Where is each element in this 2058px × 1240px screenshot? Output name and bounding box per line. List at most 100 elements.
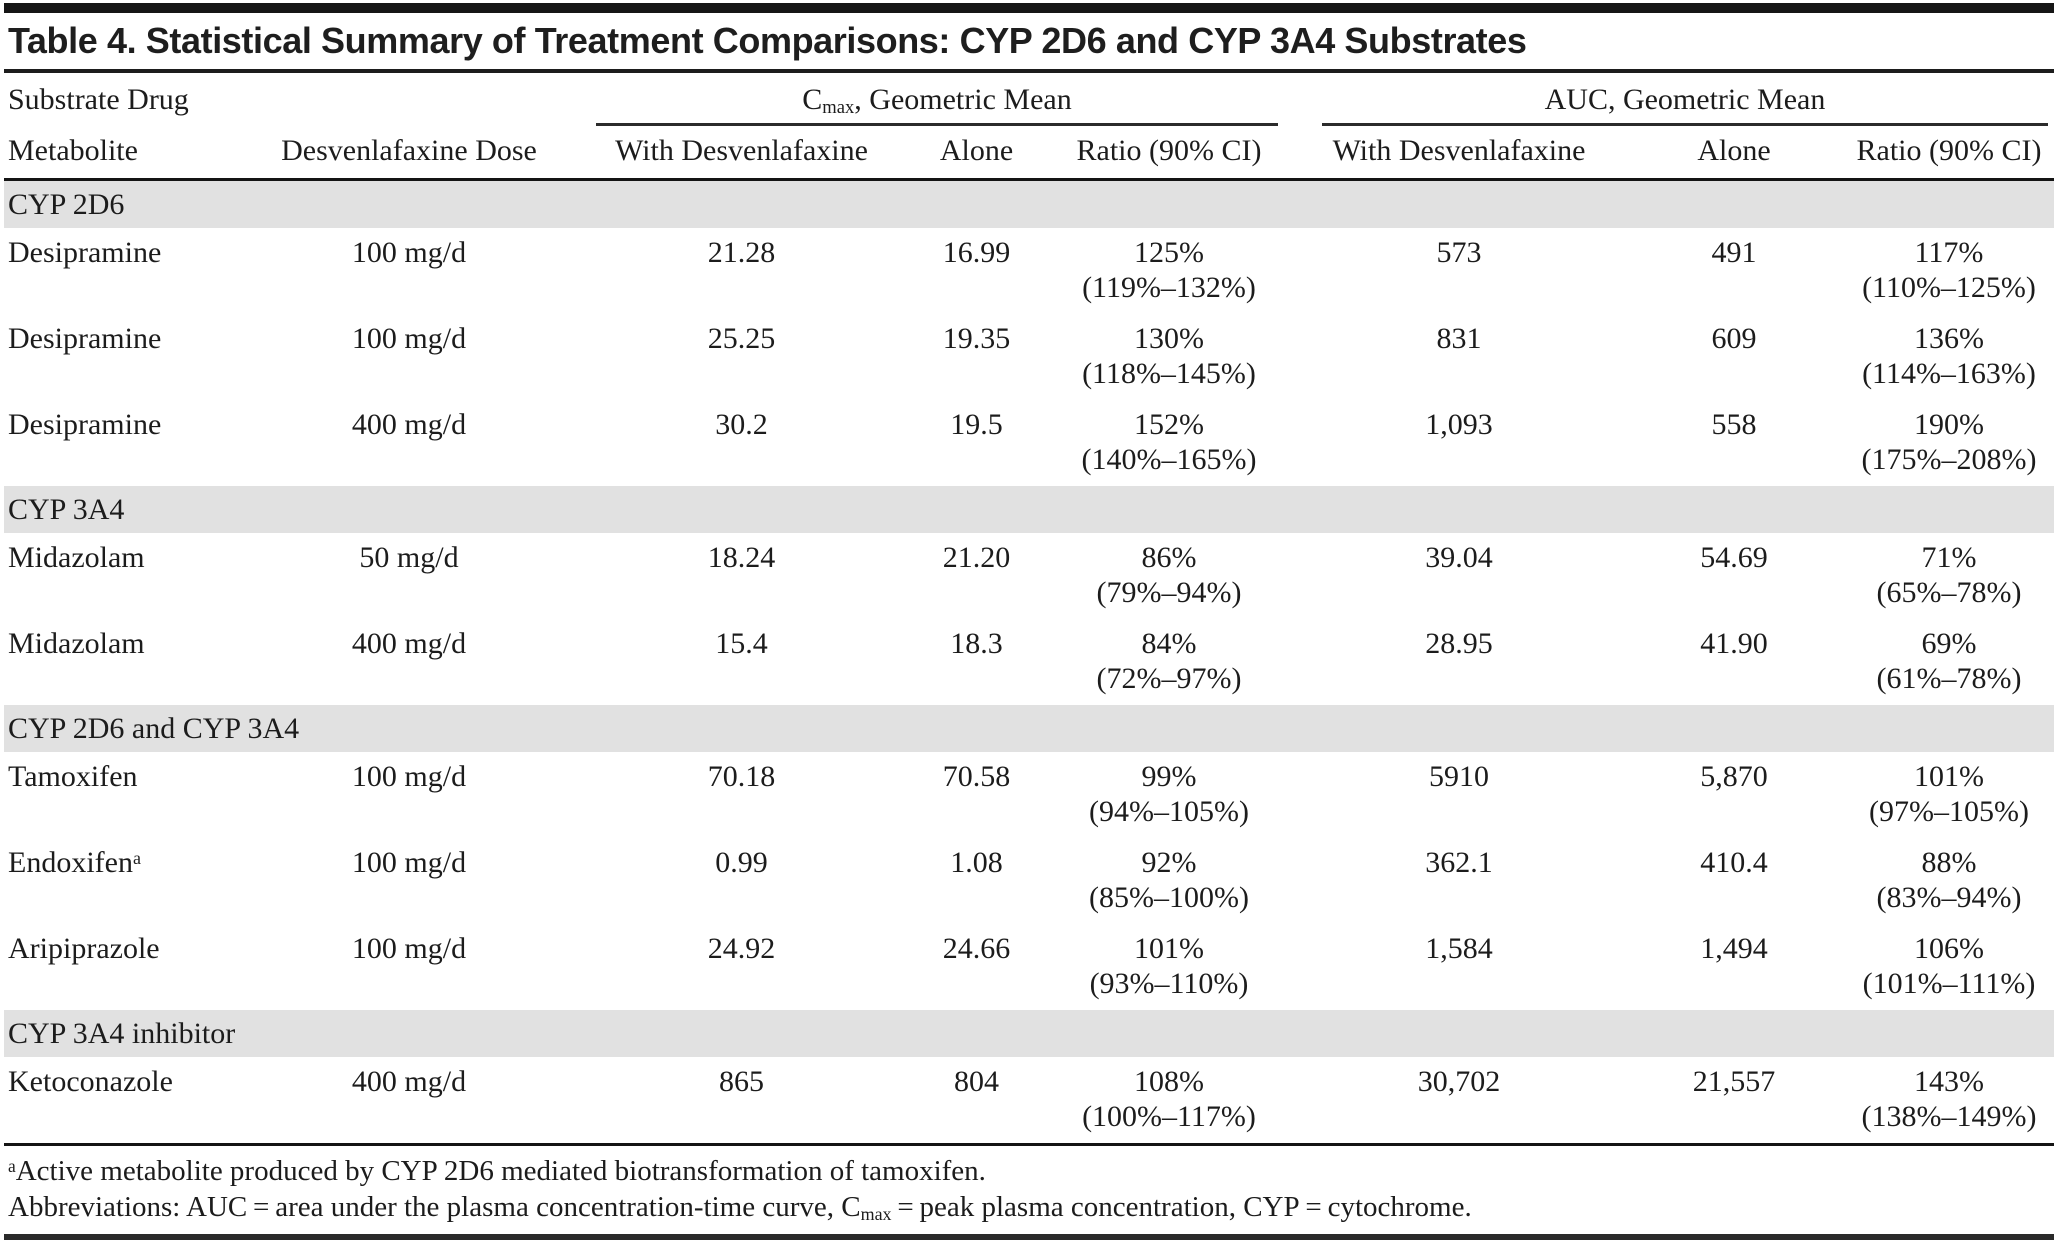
table-body: CYP 2D6 Desipramine 100 mg/d 21.28 16.99… <box>4 179 2054 1145</box>
header-group-cmax: Cmax, Geometric Mean <box>574 73 1294 126</box>
header-cmax-alone: Alone <box>909 126 1044 181</box>
ratio-ci: (72%–97%) <box>1096 662 1242 695</box>
footnote-a-text: Active metabolite produced by CYP 2D6 me… <box>15 1155 986 1187</box>
section-label-cyp3a4: CYP 3A4 <box>4 486 2054 533</box>
footnote-a: aActive metabolite produced by CYP 2D6 m… <box>8 1153 2052 1189</box>
ratio-ci: (97%–105%) <box>1869 795 2029 828</box>
ratio-value: 99% <box>1141 760 1197 793</box>
cmax-subscript: max <box>822 97 855 119</box>
table-title: Table 4. Statistical Summary of Treatmen… <box>8 20 1527 61</box>
ratio-value: 101% <box>1914 760 1984 793</box>
cell-dose: 400 mg/d <box>351 627 467 660</box>
header-group-auc-label: AUC, Geometric Mean <box>1322 83 2048 126</box>
cell-drug: Ketoconazole <box>4 1057 244 1145</box>
header-cmax-with: With Desvenlafaxine <box>574 126 909 181</box>
table-row: Desipramine 400 mg/d 30.2 19.5 152% (140%… <box>4 400 2054 486</box>
cell-cmax-alone: 19.35 <box>942 322 1011 355</box>
cell-drug: Endoxifena <box>4 838 244 924</box>
abbr-text-pre: Abbreviations: AUC = area under the plas… <box>8 1191 861 1223</box>
cell-drug: Desipramine <box>4 228 244 314</box>
table-row: Ketoconazole 400 mg/d 865 804 108% (100%–… <box>4 1057 2054 1145</box>
table-row: Midazolam 50 mg/d 18.24 21.20 86% (79%–94… <box>4 533 2054 619</box>
ratio-ci: (101%–111%) <box>1862 967 2036 1000</box>
ratio-ci: (83%–94%) <box>1876 881 2022 914</box>
table-row: Midazolam 400 mg/d 15.4 18.3 84% (72%–97%… <box>4 619 2054 705</box>
cell-auc-ratio: 136% (114%–163%) <box>1844 314 2054 400</box>
section-label-cyp2d6-and-cyp3a4: CYP 2D6 and CYP 3A4 <box>4 705 2054 752</box>
ratio-value: 86% <box>1141 541 1197 574</box>
ratio-ci: (100%–117%) <box>1082 1100 1256 1133</box>
cell-cmax-ratio: 108% (100%–117%) <box>1044 1057 1294 1145</box>
cell-cmax-with: 865 <box>719 1065 764 1098</box>
header-row-groups: Substrate Drug Cmax, Geometric Mean AUC,… <box>4 73 2054 126</box>
ratio-value: 69% <box>1921 627 1977 660</box>
cell-auc-with: 1,093 <box>1425 408 1493 441</box>
drug-name: Midazolam <box>8 541 145 574</box>
ratio-value: 143% <box>1914 1065 1984 1098</box>
bottom-rule <box>4 1234 2054 1240</box>
section-header-row: CYP 2D6 <box>4 179 2054 228</box>
cell-drug: Desipramine <box>4 400 244 486</box>
ratio-ci: (94%–105%) <box>1089 795 1249 828</box>
cell-dose: 100 mg/d <box>351 760 467 793</box>
table-row: Desipramine 100 mg/d 25.25 19.35 130% (11… <box>4 314 2054 400</box>
cell-auc-ratio: 71% (65%–78%) <box>1844 533 2054 619</box>
ratio-ci: (61%–78%) <box>1876 662 2022 695</box>
cell-auc-ratio: 143% (138%–149%) <box>1844 1057 2054 1145</box>
header-auc-with: With Desvenlafaxine <box>1294 126 1624 181</box>
section-header-row: CYP 3A4 <box>4 486 2054 533</box>
cell-dose: 100 mg/d <box>351 322 467 355</box>
cell-auc-alone: 609 <box>1711 322 1757 355</box>
cell-auc-ratio: 190% (175%–208%) <box>1844 400 2054 486</box>
header-spacer <box>244 73 574 126</box>
cell-cmax-alone: 70.58 <box>942 760 1011 793</box>
ratio-value: 190% <box>1914 408 1984 441</box>
cell-cmax-alone: 18.3 <box>950 627 1003 660</box>
cell-auc-with: 5910 <box>1429 760 1489 793</box>
header-substrate-drug: Substrate Drug <box>8 83 189 116</box>
cell-dose: 100 mg/d <box>351 236 467 269</box>
ratio-ci: (85%–100%) <box>1089 881 1249 914</box>
cell-auc-ratio: 88% (83%–94%) <box>1844 838 2054 924</box>
section-header-row: CYP 2D6 and CYP 3A4 <box>4 705 2054 752</box>
section-label-cyp3a4-inhibitor: CYP 3A4 inhibitor <box>4 1010 2054 1057</box>
ratio-value: 130% <box>1134 322 1204 355</box>
cell-dose: 50 mg/d <box>359 541 459 574</box>
drug-name: Desipramine <box>8 236 162 269</box>
cell-auc-with: 573 <box>1436 236 1482 269</box>
cell-drug: Aripiprazole <box>4 924 244 1010</box>
cell-drug: Midazolam <box>4 619 244 705</box>
ratio-ci: (138%–149%) <box>1861 1100 2037 1133</box>
cell-cmax-with: 70.18 <box>707 760 776 793</box>
ratio-ci: (65%–78%) <box>1876 576 2022 609</box>
ratio-value: 88% <box>1921 846 1977 879</box>
ratio-value: 152% <box>1134 408 1204 441</box>
ratio-value: 136% <box>1914 322 1984 355</box>
cell-dose: 400 mg/d <box>351 1065 467 1098</box>
cell-auc-alone: 1,494 <box>1700 932 1768 965</box>
section-header-row: CYP 3A4 inhibitor <box>4 1010 2054 1057</box>
cell-auc-alone: 5,870 <box>1700 760 1768 793</box>
cell-auc-ratio: 106% (101%–111%) <box>1844 924 2054 1010</box>
ratio-ci: (140%–165%) <box>1081 443 1257 476</box>
cell-cmax-alone: 804 <box>954 1065 999 1098</box>
cell-auc-with: 362.1 <box>1425 846 1493 879</box>
cell-auc-alone: 54.69 <box>1700 541 1768 574</box>
title-rule <box>4 69 2054 73</box>
cell-cmax-ratio: 152% (140%–165%) <box>1044 400 1294 486</box>
drug-name: Endoxifen <box>8 846 133 879</box>
drug-name: Midazolam <box>8 627 145 660</box>
cell-drug: Tamoxifen <box>4 752 244 838</box>
ratio-value: 108% <box>1134 1065 1204 1098</box>
ratio-ci: (79%–94%) <box>1096 576 1242 609</box>
cell-auc-with: 28.95 <box>1425 627 1493 660</box>
ratio-ci: (93%–110%) <box>1089 967 1249 1000</box>
table-header: Substrate Drug Cmax, Geometric Mean AUC,… <box>4 73 2054 181</box>
ratio-ci: (175%–208%) <box>1861 443 2037 476</box>
drug-footnote-marker: a <box>132 847 141 868</box>
cell-cmax-alone: 16.99 <box>942 236 1011 269</box>
cell-auc-with: 30,702 <box>1417 1065 1501 1098</box>
cell-cmax-ratio: 101% (93%–110%) <box>1044 924 1294 1010</box>
cell-cmax-ratio: 99% (94%–105%) <box>1044 752 1294 838</box>
ratio-value: 125% <box>1134 236 1204 269</box>
